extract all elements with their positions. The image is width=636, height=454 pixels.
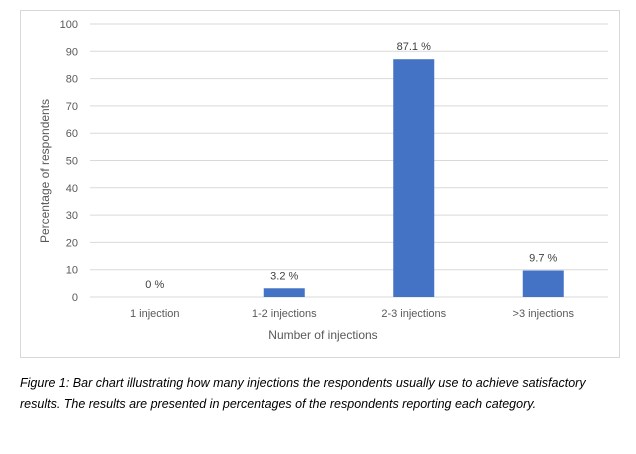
bar-1 (263, 288, 305, 297)
y-tick-label: 100 (60, 19, 78, 31)
x-axis-categories: 1 injection 1-2 injections 2-3 injections >… (130, 308, 574, 320)
bar-3 (522, 270, 564, 297)
y-tick-label: 50 (66, 156, 78, 168)
data-label-2: 87.1 % (397, 41, 431, 53)
y-tick-label: 90 (66, 46, 78, 58)
y-tick-label: 70 (66, 101, 78, 113)
y-tick-label: 80 (66, 74, 78, 86)
x-category-label-2: 2-3 injections (381, 308, 446, 320)
data-label-3: 9.7 % (529, 253, 557, 265)
bar-2 (393, 59, 435, 298)
x-category-label-0: 1 injection (130, 308, 180, 320)
y-tick-label: 10 (66, 265, 78, 277)
data-labels: 0 % 3.2 % 87.1 % 9.7 % (145, 41, 557, 291)
data-label-1: 3.2 % (270, 270, 298, 282)
bars (263, 59, 564, 298)
data-label-0: 0 % (145, 279, 164, 291)
x-category-label-3: >3 injections (513, 308, 575, 320)
chart-frame: 0 10 20 30 40 50 60 70 80 90 100 0 % 3.2 % 87.1 % 9.7… (20, 10, 620, 358)
bar-chart: 0 10 20 30 40 50 60 70 80 90 100 0 % 3.2 % 87.1 % 9.7… (38, 19, 608, 342)
gridlines (90, 23, 608, 298)
x-category-label-1: 1-2 injections (252, 308, 317, 320)
y-tick-label: 40 (66, 183, 78, 195)
y-tick-label: 60 (66, 128, 78, 140)
y-tick-label: 20 (66, 237, 78, 249)
y-tick-label: 0 (72, 292, 78, 304)
figure-caption: Figure 1: Bar chart illustrating how man… (20, 376, 586, 411)
y-axis-title: Percentage of respondents (38, 99, 52, 243)
y-tick-label: 30 (66, 210, 78, 222)
y-axis-ticks: 0 10 20 30 40 50 60 70 80 90 100 (60, 19, 78, 304)
x-axis-title: Number of injections (268, 328, 377, 342)
